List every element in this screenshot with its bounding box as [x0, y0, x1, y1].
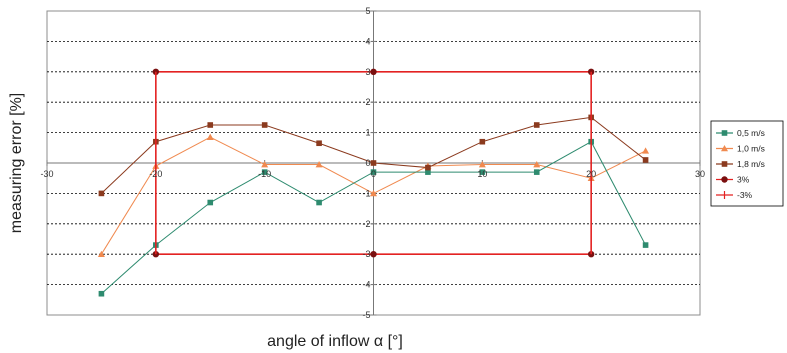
- legend-marker: [721, 176, 728, 183]
- x-tick-label: 20: [586, 169, 596, 179]
- y-tick-label: -3: [362, 249, 370, 259]
- y-tick-label: 2: [365, 97, 370, 107]
- data-point: [316, 140, 322, 147]
- legend-label: 1,0 m/s: [737, 144, 765, 154]
- legend-label: 1,8 m/s: [737, 159, 765, 169]
- y-tick-label: 4: [365, 36, 370, 46]
- data-point: [370, 189, 377, 197]
- data-point: [478, 161, 486, 168]
- legend: 0,5 m/s 1,0 m/s 1,8 m/s 3% -3%: [710, 120, 784, 207]
- legend-label: 0,5 m/s: [737, 128, 765, 138]
- series-layer: [97, 68, 650, 297]
- data-point: [479, 169, 486, 175]
- y-tick-label: 3: [365, 67, 370, 77]
- legend-marker: [721, 161, 728, 167]
- data-point: [261, 161, 269, 168]
- data-point: [479, 138, 486, 145]
- y-tick-label: -2: [362, 219, 370, 229]
- data-point: [98, 290, 105, 297]
- data-point: [261, 122, 268, 128]
- data-point: [425, 169, 431, 175]
- x-tick-label: -30: [40, 169, 53, 179]
- legend-item: 0,5 m/s: [716, 128, 765, 138]
- data-point: [316, 199, 322, 206]
- legend-marker: [721, 145, 728, 152]
- y-tick-label: 1: [365, 128, 370, 138]
- x-tick-label: 30: [695, 169, 705, 179]
- legend-item: 3%: [716, 175, 750, 185]
- data-point: [642, 157, 649, 163]
- data-point: [425, 164, 431, 171]
- data-point: [207, 199, 214, 206]
- series-0-5-m-s: [98, 138, 649, 297]
- data-point: [533, 161, 541, 168]
- y-tick-label: -5: [362, 310, 370, 320]
- data-point: [642, 147, 650, 154]
- data-point: [642, 242, 649, 248]
- data-point: [370, 251, 377, 258]
- series-3%: [152, 68, 595, 76]
- y-axis-title: measuring error [%]: [8, 93, 25, 234]
- legend-label: 3%: [737, 175, 750, 185]
- legend-item: -3%: [716, 190, 753, 200]
- data-point: [97, 250, 105, 257]
- x-tick-label: -10: [258, 169, 271, 179]
- tolerance-band-edges: [155, 71, 592, 255]
- x-axis-title: angle of inflow α [°]: [267, 333, 403, 350]
- legend-item: 1,8 m/s: [716, 159, 765, 169]
- data-point: [206, 133, 214, 140]
- data-point: [207, 122, 214, 128]
- series--3%: [152, 251, 595, 258]
- y-tick-label: -1: [362, 188, 370, 198]
- data-point: [261, 169, 268, 175]
- x-tick-label: 0: [371, 169, 376, 179]
- data-point: [370, 169, 377, 175]
- legend-item: 1,0 m/s: [716, 144, 765, 154]
- x-tick-label: -20: [149, 169, 162, 179]
- x-tick-label: 10: [477, 169, 487, 179]
- data-point: [370, 68, 377, 76]
- legend-label: -3%: [737, 190, 753, 200]
- data-point: [98, 190, 105, 197]
- legend-marker: [721, 130, 728, 136]
- y-tick-label: -4: [362, 280, 370, 290]
- data-point: [370, 160, 377, 166]
- y-tick-label: 0: [365, 158, 370, 168]
- data-point: [315, 161, 323, 168]
- y-tick-label: 5: [365, 6, 370, 16]
- data-point: [533, 122, 540, 128]
- data-point: [533, 169, 540, 175]
